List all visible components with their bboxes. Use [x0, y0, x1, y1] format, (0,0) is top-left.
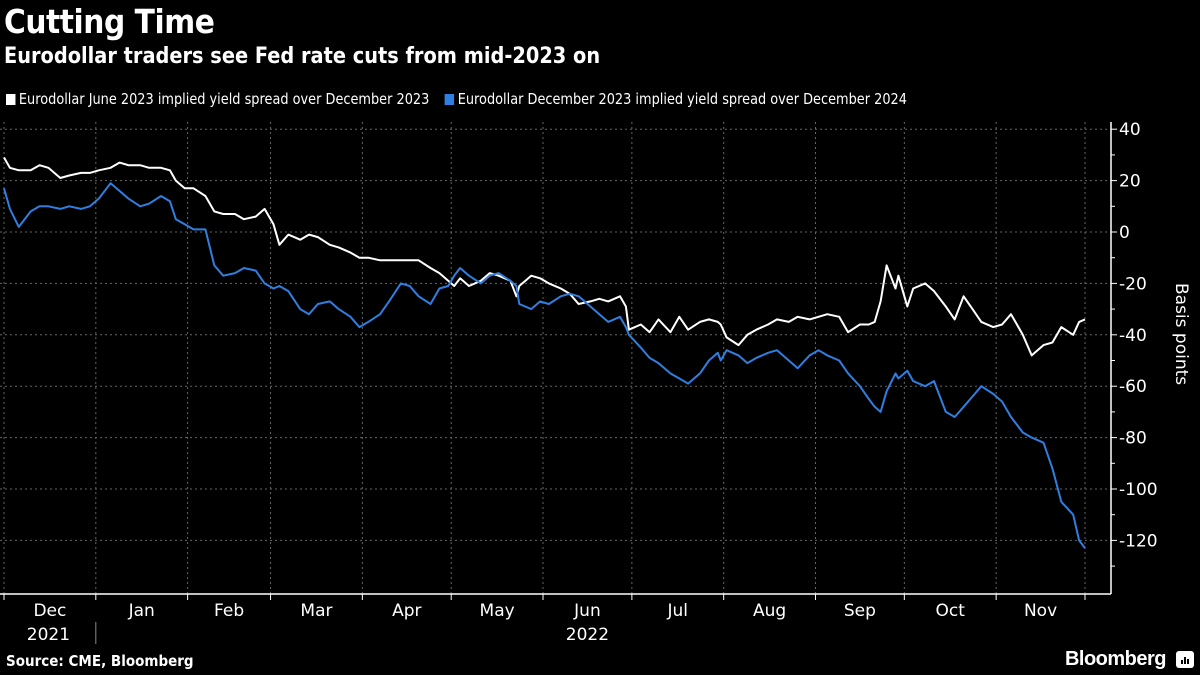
bloomberg-logo: Bloomberg — [1064, 648, 1167, 670]
y-tick-label: -20 — [1119, 274, 1147, 294]
gridlines — [0, 122, 1111, 594]
y-tick-label: 40 — [1119, 120, 1141, 140]
y-tick-label: -80 — [1119, 429, 1147, 449]
x-tick-label: Sep — [844, 601, 876, 621]
chart-title: Cutting Time — [4, 2, 215, 41]
series-line-dec2023-dec2024 — [3, 182, 1086, 549]
y-tick-label: -40 — [1119, 326, 1147, 346]
year-label: 2022 — [566, 625, 609, 645]
year-label: 2021 — [27, 625, 70, 645]
y-tick-label: -60 — [1119, 377, 1147, 397]
legend-item-white: Eurodollar June 2023 implied yield sprea… — [6, 90, 429, 108]
x-tick-label: Oct — [936, 601, 966, 621]
bloomberg-chart-icon — [1176, 651, 1194, 668]
source-note: Source: CME, Bloomberg — [6, 652, 194, 670]
y-tick-label: -100 — [1119, 480, 1158, 500]
x-tick-label: Apr — [392, 601, 421, 621]
axes — [0, 122, 1117, 644]
series-line-june2023-dec2023 — [3, 157, 1086, 357]
legend-label-blue: Eurodollar December 2023 implied yield s… — [457, 90, 907, 108]
x-tick-label: May — [480, 601, 515, 621]
y-axis-label: Basis points — [1171, 283, 1191, 385]
x-tick-label: Nov — [1024, 601, 1057, 621]
series-lines — [3, 157, 1086, 549]
chart-subtitle: Eurodollar traders see Fed rate cuts fro… — [4, 44, 601, 69]
y-tick-label: 20 — [1119, 172, 1141, 192]
x-tick-label: Feb — [214, 601, 244, 621]
x-tick-label: Dec — [33, 601, 66, 621]
y-tick-label: -120 — [1119, 531, 1158, 551]
x-tick-label: Mar — [300, 601, 332, 621]
x-tick-label: Jun — [573, 601, 601, 621]
legend: Eurodollar June 2023 implied yield sprea… — [6, 90, 907, 108]
x-tick-label: Jul — [667, 601, 689, 621]
legend-swatch-white — [6, 93, 16, 105]
legend-item-blue: Eurodollar December 2023 implied yield s… — [444, 90, 907, 108]
legend-swatch-blue — [444, 93, 455, 105]
tick-labels: 40 20 0 -20 -40 -60 -80 -100 -120 Dec Jan Feb Mar Apr… — [27, 120, 1158, 645]
x-tick-label: Aug — [753, 601, 786, 621]
y-tick-label: 0 — [1119, 223, 1130, 243]
x-tick-label: Jan — [128, 601, 155, 621]
legend-label-white: Eurodollar June 2023 implied yield sprea… — [18, 90, 430, 108]
